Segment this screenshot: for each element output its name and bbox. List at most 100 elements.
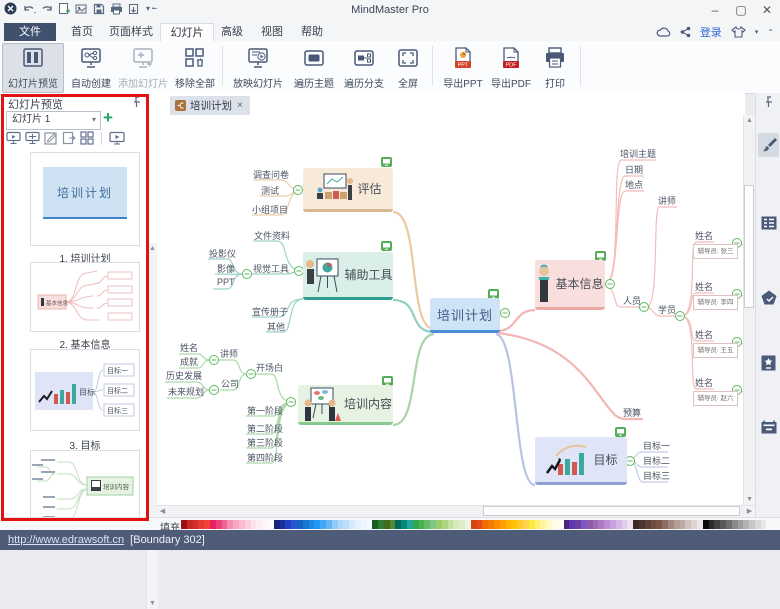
leaf-node[interactable]: 人员 <box>623 296 642 306</box>
undo-icon[interactable] <box>22 3 36 15</box>
slide-preview-button[interactable]: 幻灯片预览 <box>2 43 64 93</box>
traverse-branch-button[interactable]: 遍历分支 <box>338 43 390 93</box>
topic-node-content[interactable]: 培训内容 <box>298 385 393 425</box>
leaf-node[interactable]: 第四阶段 <box>247 453 284 463</box>
fill-color-swatch[interactable] <box>378 520 384 529</box>
fill-color-swatch[interactable] <box>569 520 576 529</box>
login-link[interactable]: 登录 <box>699 27 722 39</box>
add-slide-plus-button[interactable]: + <box>103 108 113 127</box>
slide-demo-icon[interactable] <box>6 131 21 145</box>
collapse-toggle[interactable] <box>293 185 303 195</box>
fill-color-swatch[interactable] <box>407 520 413 529</box>
theme-store-icon[interactable] <box>730 25 746 38</box>
fill-color-swatch[interactable] <box>708 520 715 529</box>
mindmap-canvas[interactable]: 培训计划 × <box>157 93 745 517</box>
leaf-node[interactable]: 学员 <box>658 305 677 315</box>
fill-color-swatch[interactable] <box>754 520 761 529</box>
slide-new-from-topic-icon[interactable] <box>25 131 40 145</box>
collapse-toggle[interactable] <box>294 266 304 276</box>
fill-color-swatch[interactable] <box>563 520 570 529</box>
file-menu-button[interactable]: 文件 <box>4 23 56 41</box>
leaf-node[interactable]: 其他 <box>267 322 286 332</box>
cloud-icon[interactable] <box>656 27 671 38</box>
fill-color-swatch[interactable] <box>644 520 651 529</box>
fill-color-swatch[interactable] <box>267 520 274 529</box>
collapse-toggle[interactable] <box>209 385 219 395</box>
leaf-node[interactable]: 目标三 <box>643 471 671 481</box>
fill-color-swatch[interactable] <box>424 520 431 529</box>
sidebar-format-button[interactable] <box>758 133 779 157</box>
fill-color-swatch[interactable] <box>430 520 437 529</box>
document-tab-close-icon[interactable]: × <box>237 100 243 111</box>
theme-icon[interactable] <box>75 3 88 15</box>
fill-color-swatch[interactable] <box>325 520 332 529</box>
share-icon[interactable] <box>680 26 691 38</box>
collapse-toggle[interactable] <box>286 397 296 407</box>
leaf-node[interactable]: 讲师 <box>220 349 239 359</box>
leaf-node[interactable]: 姓名 <box>695 231 714 241</box>
leaf-node[interactable]: 投影仪 <box>209 249 237 259</box>
fill-color-swatch[interactable] <box>302 520 309 529</box>
add-slide-button[interactable]: 添加幻灯片 <box>114 43 172 93</box>
fullscreen-button[interactable]: 全屏 <box>388 43 428 93</box>
fill-color-swatch[interactable] <box>604 520 610 529</box>
collapse-toggle[interactable] <box>605 279 615 289</box>
sidebar-outline-button[interactable] <box>758 211 779 235</box>
remove-all-button[interactable]: 移除全部 <box>170 43 220 93</box>
fill-color-swatch[interactable] <box>499 520 506 529</box>
collapse-toggle[interactable] <box>246 369 256 379</box>
fill-color-swatch[interactable] <box>656 520 663 529</box>
sidebar-pin-icon[interactable] <box>763 96 774 108</box>
leaf-node[interactable]: 姓名 <box>695 282 714 292</box>
export-slide-icon[interactable] <box>62 131 76 145</box>
status-url-link[interactable]: http://www.edrawsoft.cn <box>8 534 125 546</box>
collapse-toggle[interactable] <box>639 302 649 312</box>
fill-color-swatch[interactable] <box>546 520 552 529</box>
fill-color-swatch[interactable] <box>215 520 222 529</box>
fill-color-swatch[interactable] <box>511 520 518 529</box>
fill-color-swatch[interactable] <box>238 520 245 529</box>
panel-pin-icon[interactable] <box>131 96 142 108</box>
fill-color-swatch[interactable] <box>650 520 657 529</box>
fill-color-swatch[interactable] <box>528 520 535 529</box>
fill-color-swatch[interactable] <box>262 520 268 529</box>
close-button[interactable]: ✕ <box>761 3 773 17</box>
qat-customize-icon[interactable]: ▾ ╾ <box>146 4 158 13</box>
fill-color-swatch[interactable] <box>575 520 581 529</box>
leaf-node[interactable]: 讲师 <box>658 196 677 206</box>
fill-color-swatch[interactable] <box>314 520 321 529</box>
fill-color-swatch[interactable] <box>731 520 738 529</box>
tab-view[interactable]: 视图 <box>261 26 283 38</box>
leaf-node[interactable]: 宣传册子 <box>252 307 289 317</box>
leaf-node[interactable]: PPT <box>217 277 235 287</box>
fill-color-swatch[interactable] <box>285 520 292 529</box>
leaf-node[interactable]: 测试 <box>261 186 280 196</box>
fill-color-swatch[interactable] <box>395 520 402 529</box>
slide-thumbnail-1[interactable]: 培训计划 <box>30 152 140 246</box>
redo-icon[interactable] <box>41 3 53 15</box>
print-button[interactable]: 打印 <box>534 43 576 93</box>
fill-color-swatch[interactable] <box>673 520 680 529</box>
sidebar-clipart-button[interactable] <box>758 285 779 309</box>
collapse-toggle[interactable] <box>675 311 685 321</box>
slide-thumbnail-3[interactable]: 目标 目标一 目标二 目标三 <box>30 349 140 431</box>
fill-color-swatch[interactable] <box>221 520 228 529</box>
leaf-node[interactable]: 第一阶段 <box>247 406 284 416</box>
leaf-node[interactable]: 影像 <box>217 264 236 274</box>
fill-color-swatch[interactable] <box>714 520 721 529</box>
fill-color-swatch[interactable] <box>441 520 448 529</box>
sidebar-symbols-button[interactable] <box>758 351 779 375</box>
fill-color-swatch[interactable] <box>580 520 587 529</box>
tutor-label-box[interactable]: 辅导员: 张三 <box>693 244 738 259</box>
leaf-node[interactable]: 姓名 <box>695 378 714 388</box>
leaf-node[interactable]: 文件资料 <box>254 231 291 241</box>
fill-color-swatch[interactable] <box>447 520 454 529</box>
panel-scroll-up-icon[interactable]: ▲ <box>147 243 158 254</box>
collapse-ribbon-icon[interactable]: ⌃ <box>767 27 774 37</box>
leaf-node[interactable]: 目标二 <box>643 456 671 466</box>
leaf-node[interactable]: 历史发展 <box>166 371 203 381</box>
fill-color-swatch[interactable] <box>679 520 686 529</box>
fill-color-swatch[interactable] <box>725 520 732 529</box>
leaf-node[interactable]: 未来规划 <box>168 387 205 397</box>
fill-color-swatch[interactable] <box>609 520 616 529</box>
